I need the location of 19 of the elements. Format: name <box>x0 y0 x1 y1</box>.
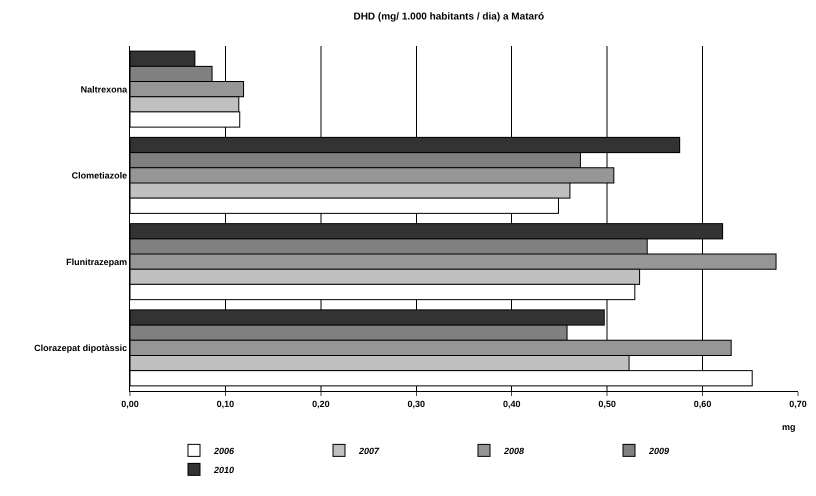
legend-label: 2006 <box>213 446 236 456</box>
legend-label: 2008 <box>503 446 524 456</box>
y-tick-label: Naltrexona <box>80 84 128 94</box>
y-tick-label: Clorazepat dipotàssic <box>34 343 128 354</box>
legend-label: 2007 <box>358 446 380 456</box>
x-tick-label: 0,40 <box>502 398 520 409</box>
x-tick-label: 0,70 <box>789 398 807 409</box>
x-axis-title: mg <box>782 422 796 432</box>
legend-label: 2010 <box>213 464 234 475</box>
x-tick-label: 0,20 <box>312 398 330 409</box>
y-tick-label: Clometiazole <box>72 170 128 181</box>
x-tick-label: 0,50 <box>598 398 616 409</box>
x-tick-label: 0,30 <box>408 398 426 409</box>
x-tick-label: 0,60 <box>694 398 712 409</box>
legend-label: 2009 <box>648 446 670 456</box>
chart-title: DHD (mg/ 1.000 habitants / dia) a Mataró <box>353 11 544 22</box>
y-tick-label: Flunitrazepam <box>66 256 128 267</box>
x-tick-label: 0,00 <box>121 398 139 409</box>
x-tick-label: 0,10 <box>216 398 234 409</box>
